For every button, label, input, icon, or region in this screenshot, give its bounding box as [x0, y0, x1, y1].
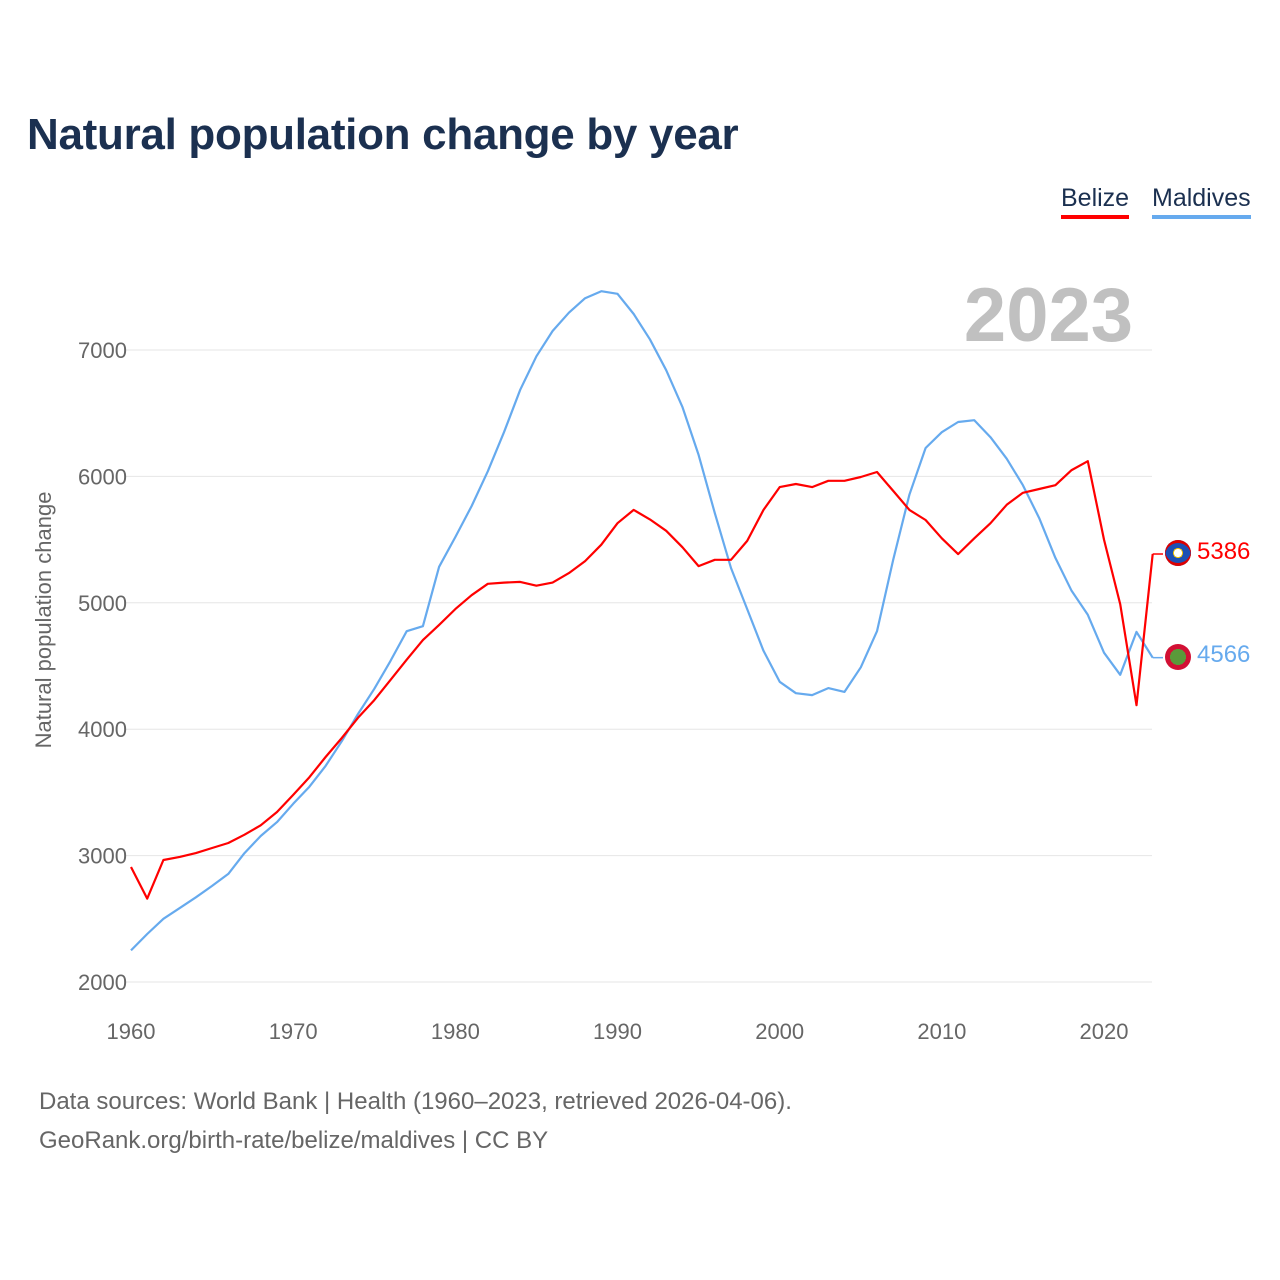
y-tick-label: 4000 — [78, 717, 127, 742]
x-tick-label: 2010 — [917, 1019, 966, 1044]
y-tick-label: 3000 — [78, 844, 127, 869]
y-tick-label: 7000 — [78, 338, 127, 363]
footer-sources: Data sources: World Bank | Health (1960–… — [39, 1088, 792, 1115]
maldives-flag-icon — [1165, 644, 1191, 670]
y-tick-label: 5000 — [78, 591, 127, 616]
y-tick-label: 6000 — [78, 464, 127, 489]
year-label: 2023 — [963, 273, 1133, 358]
footer-credit: GeoRank.org/birth-rate/belize/maldives |… — [39, 1127, 549, 1154]
x-tick-label: 1970 — [269, 1019, 318, 1044]
legend-maldives[interactable]: Maldives — [1152, 184, 1251, 219]
belize-flag-icon — [1165, 540, 1191, 566]
x-tick-label: 1980 — [431, 1019, 480, 1044]
chart-title: Natural population change by year — [27, 110, 739, 159]
legend-belize[interactable]: Belize — [1061, 184, 1130, 219]
y-axis-label: Natural population change — [31, 492, 56, 749]
x-tick-label: 2020 — [1080, 1019, 1129, 1044]
x-tick-label: 1990 — [593, 1019, 642, 1044]
maldives-end-label: 4566 — [1197, 641, 1251, 668]
series-line-belize — [130, 460, 1154, 900]
x-tick-label: 2000 — [755, 1019, 804, 1044]
x-tick-label: 1960 — [107, 1019, 156, 1044]
series-line-maldives — [130, 290, 1154, 952]
y-tick-label: 2000 — [78, 970, 127, 995]
belize-end-label: 5386 — [1197, 538, 1251, 565]
